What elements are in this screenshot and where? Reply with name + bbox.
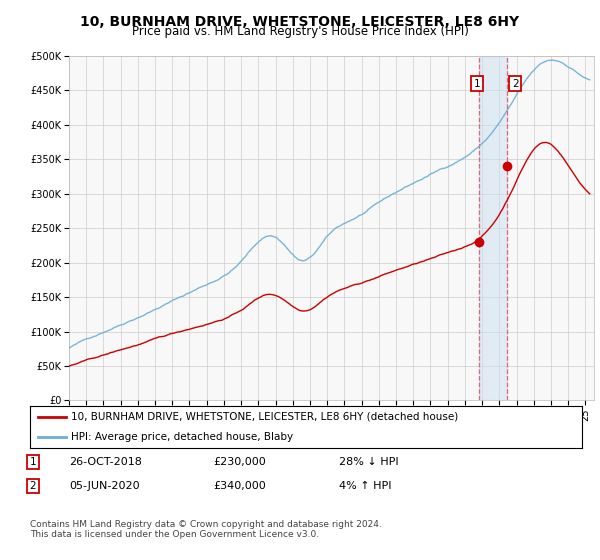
Text: 4% ↑ HPI: 4% ↑ HPI [339, 481, 391, 491]
Bar [479, 56, 506, 400]
Text: Price paid vs. HM Land Registry's House Price Index (HPI): Price paid vs. HM Land Registry's House … [131, 25, 469, 38]
Text: 10, BURNHAM DRIVE, WHETSTONE, LEICESTER, LE8 6HY (detached house): 10, BURNHAM DRIVE, WHETSTONE, LEICESTER,… [71, 412, 458, 422]
Text: 1: 1 [29, 457, 37, 467]
Text: 1: 1 [474, 78, 481, 88]
Text: 10, BURNHAM DRIVE, WHETSTONE, LEICESTER, LE8 6HY: 10, BURNHAM DRIVE, WHETSTONE, LEICESTER,… [80, 15, 520, 29]
Text: 2: 2 [512, 78, 518, 88]
Text: £230,000: £230,000 [213, 457, 266, 467]
Text: 05-JUN-2020: 05-JUN-2020 [69, 481, 140, 491]
Text: 28% ↓ HPI: 28% ↓ HPI [339, 457, 398, 467]
Text: HPI: Average price, detached house, Blaby: HPI: Average price, detached house, Blab… [71, 432, 293, 442]
Text: Contains HM Land Registry data © Crown copyright and database right 2024.
This d: Contains HM Land Registry data © Crown c… [30, 520, 382, 539]
Text: £340,000: £340,000 [213, 481, 266, 491]
Text: 2: 2 [29, 481, 37, 491]
Text: 26-OCT-2018: 26-OCT-2018 [69, 457, 142, 467]
